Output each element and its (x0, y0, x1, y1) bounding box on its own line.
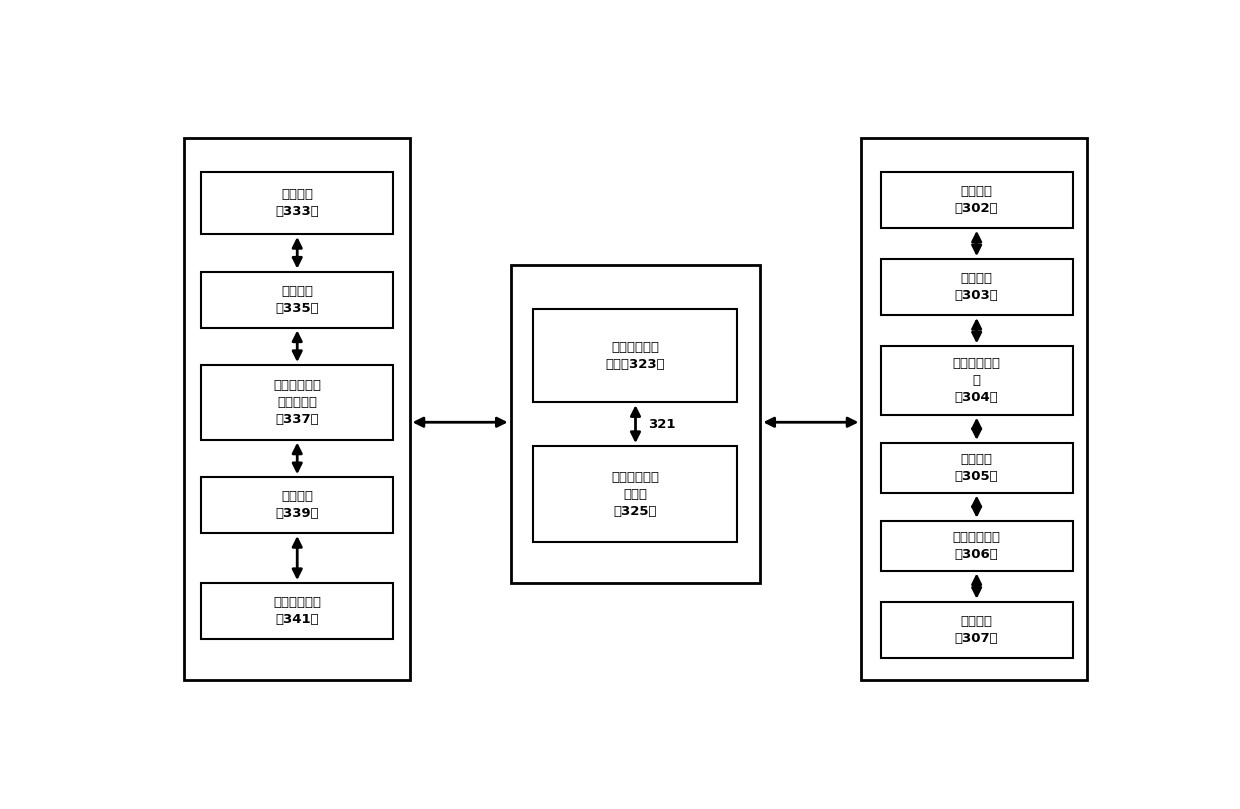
Bar (880, 346, 1073, 415)
Bar (880, 172, 1073, 228)
Text: 321: 321 (649, 418, 676, 431)
Text: 键处理器
【303】: 键处理器 【303】 (955, 272, 998, 302)
Bar (201, 583, 393, 639)
Text: 认证信息传输
单元【323】: 认证信息传输 单元【323】 (605, 341, 665, 371)
Text: 解密单元
【307】: 解密单元 【307】 (955, 615, 998, 645)
Text: 标签认证单元
【306】: 标签认证单元 【306】 (952, 531, 1001, 561)
Text: 标签认证单元
【341】: 标签认证单元 【341】 (273, 596, 321, 626)
Bar (201, 172, 393, 234)
Bar (184, 138, 409, 680)
Bar (880, 443, 1073, 493)
Bar (201, 365, 393, 440)
Bar (880, 521, 1073, 570)
Text: 认证单元
【333】: 认证单元 【333】 (275, 188, 319, 218)
Text: 键数据库
【302】: 键数据库 【302】 (955, 185, 998, 215)
Bar (880, 602, 1073, 658)
Bar (201, 477, 393, 533)
Bar (201, 272, 393, 328)
Text: 确认数据生成
器
【304】: 确认数据生成 器 【304】 (952, 357, 1001, 404)
Text: 确认数据返回
数据生成器
【337】: 确认数据返回 数据生成器 【337】 (273, 379, 321, 426)
Bar (533, 446, 738, 543)
Bar (880, 259, 1073, 316)
Bar (862, 138, 1087, 680)
Bar (511, 265, 760, 583)
Text: 加密单元
【305】: 加密单元 【305】 (955, 453, 998, 483)
Text: 键处理器
【335】: 键处理器 【335】 (275, 285, 319, 315)
Bar (533, 309, 738, 402)
Text: 加密单元
【339】: 加密单元 【339】 (275, 490, 319, 520)
Text: 确认信息传输
单元器
【325】: 确认信息传输 单元器 【325】 (611, 471, 658, 518)
